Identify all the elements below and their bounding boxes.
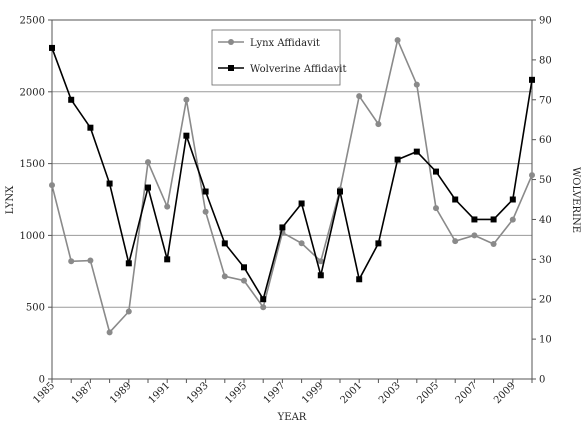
data-point <box>241 277 247 284</box>
x-tick-label: 2003 <box>377 380 403 406</box>
x-tick-label: 2009 <box>492 380 518 406</box>
data-point <box>471 216 478 223</box>
data-point <box>317 258 324 265</box>
data-point <box>433 168 439 175</box>
data-point <box>529 172 535 179</box>
data-point <box>317 272 324 279</box>
legend-marker-wolverine <box>228 65 234 71</box>
data-point <box>87 124 94 131</box>
data-point <box>394 156 401 163</box>
right-tick-label: 10 <box>539 335 552 346</box>
right-tick-label: 0 <box>539 375 545 386</box>
data-point <box>68 258 75 265</box>
legend-marker-lynx <box>228 39 234 45</box>
data-point <box>433 205 439 212</box>
data-point <box>183 132 190 139</box>
series-line-1 <box>51 47 533 302</box>
right-tick-label: 40 <box>539 215 552 226</box>
x-tick-label: 1993 <box>185 380 211 406</box>
left-tick-label: 1500 <box>20 159 45 170</box>
data-point <box>221 240 228 247</box>
x-tick-label: 1991 <box>147 380 173 406</box>
series-layer <box>49 37 535 336</box>
right-tick-label: 70 <box>539 95 552 106</box>
data-point <box>221 273 228 280</box>
data-point <box>87 257 94 264</box>
series-line-0 <box>51 37 533 334</box>
y-axis-right-title: WOLVERINE <box>570 167 581 233</box>
data-point <box>452 196 459 203</box>
x-axis-title: YEAR <box>277 412 307 423</box>
left-tick-label: 1000 <box>20 231 45 242</box>
data-point <box>164 256 171 263</box>
x-tick-label: 1985 <box>31 380 57 406</box>
x-tick-label: 2001 <box>339 380 365 406</box>
data-point <box>298 200 305 207</box>
data-point <box>145 159 151 166</box>
data-point <box>529 76 535 83</box>
legend-label-wolverine: Wolverine Affidavit <box>250 64 346 75</box>
data-point <box>375 121 382 128</box>
data-point <box>260 304 267 311</box>
data-point <box>260 296 267 303</box>
x-tick-label: 1997 <box>262 380 288 406</box>
left-tick-label: 500 <box>26 303 45 314</box>
left-tick-label: 2500 <box>20 16 45 27</box>
data-point <box>202 188 209 195</box>
x-tick-label: 1989 <box>108 380 134 406</box>
data-point <box>125 260 132 267</box>
right-tick-label: 90 <box>539 16 552 27</box>
data-point <box>452 238 459 245</box>
right-tick-label: 30 <box>539 255 552 266</box>
legend-label-lynx: Lynx Affidavit <box>250 38 320 49</box>
x-tick-label: 2005 <box>415 380 441 406</box>
x-tick-label: 2007 <box>454 380 480 406</box>
data-point <box>106 329 113 336</box>
data-point <box>375 240 382 247</box>
x-axis-ticks: 1985 1987 1989 1991 1993 1995 1997 1999 2001 2003… <box>31 379 533 406</box>
data-point <box>490 216 497 223</box>
data-point <box>394 37 401 44</box>
data-point <box>413 81 420 88</box>
data-point <box>145 184 151 191</box>
x-tick-label: 1987 <box>70 380 96 406</box>
gridlines <box>52 91 532 308</box>
data-point <box>413 148 420 155</box>
data-point <box>49 182 55 189</box>
data-point <box>471 232 478 239</box>
data-point <box>49 44 55 51</box>
data-point <box>279 224 286 231</box>
right-axis-ticks: 0 10 20 30 40 50 60 70 80 90 <box>532 16 552 386</box>
data-point <box>356 93 363 100</box>
data-point <box>125 308 132 315</box>
data-point <box>298 240 305 247</box>
data-point <box>356 276 363 283</box>
right-tick-label: 60 <box>539 135 552 146</box>
legend: Lynx Affidavit Wolverine Affidavit <box>211 29 346 86</box>
y-axis-left-title: LYNX <box>5 185 16 214</box>
legend-box <box>211 29 341 86</box>
left-tick-label: 0 <box>39 375 45 386</box>
data-point <box>183 96 190 103</box>
data-point <box>490 241 497 248</box>
data-point <box>241 264 247 271</box>
right-tick-label: 80 <box>539 55 552 66</box>
data-point <box>337 188 343 195</box>
data-point <box>509 196 516 203</box>
data-point <box>164 203 171 210</box>
data-point <box>106 180 113 187</box>
right-tick-label: 20 <box>539 295 552 306</box>
x-tick-label: 1995 <box>223 380 249 406</box>
x-tick-label: 1999 <box>300 380 326 406</box>
left-axis-ticks: 0 500 1000 1500 2000 2500 <box>20 16 52 386</box>
plot-area-frame <box>51 19 533 380</box>
left-tick-label: 2000 <box>20 87 45 98</box>
right-tick-label: 50 <box>539 175 552 186</box>
data-point <box>68 96 75 103</box>
data-point <box>509 216 516 223</box>
data-point <box>202 208 209 215</box>
